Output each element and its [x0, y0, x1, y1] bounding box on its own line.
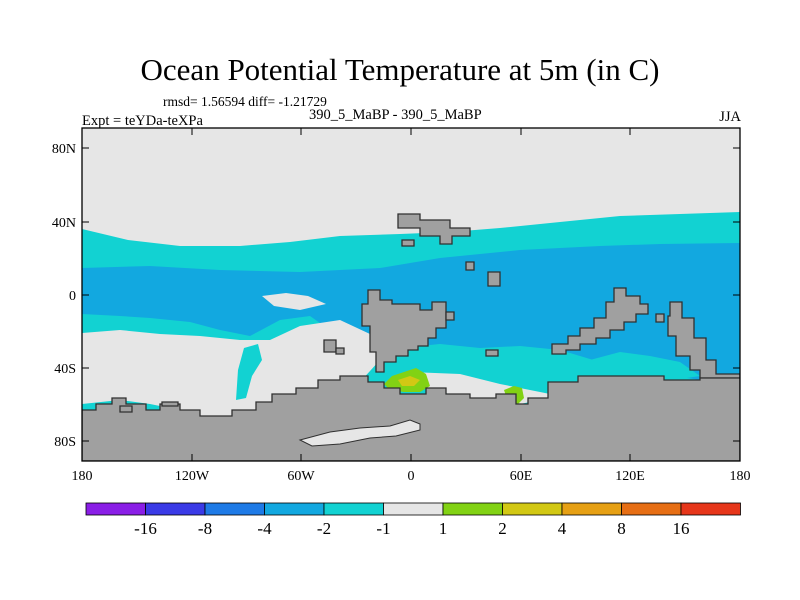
- colorbar: -16 -8 -4 -2 -1 1 2 4 8 16: [85, 502, 741, 538]
- colorbar-label-3: -4: [257, 519, 272, 538]
- land-masses: [82, 213, 740, 461]
- colorbar-label-9: 8: [617, 519, 626, 538]
- cases-label: 390_5_MaBP - 390_5_MaBP: [309, 107, 482, 123]
- cyan-patch-south-west: [236, 344, 262, 400]
- colorbar-label-2: -8: [198, 519, 212, 538]
- colorbar-box-1: [85, 502, 146, 516]
- lon-label-180-left: 180: [72, 469, 93, 484]
- land-small-9: [119, 405, 133, 413]
- colorbar-label-10: 16: [673, 519, 690, 538]
- colorbar-box-10: [621, 502, 682, 516]
- colorbar-box-6: [383, 502, 444, 516]
- land-small-4: [445, 311, 455, 321]
- lat-label-40n: 40N: [52, 216, 76, 231]
- land-small-2: [465, 261, 475, 271]
- land-mass-central: [361, 289, 447, 373]
- season-label: JJA: [719, 109, 741, 125]
- lon-label-120w: 120W: [175, 469, 210, 484]
- colorbar-box-11: [680, 502, 741, 516]
- colorbar-label-4: -2: [317, 519, 331, 538]
- colorbar-label-5: -1: [376, 519, 390, 538]
- lat-label-80s: 80S: [54, 435, 76, 450]
- land-small-8: [485, 349, 499, 357]
- colorbar-label-6: 1: [439, 519, 448, 538]
- colorbar-label-1: -16: [134, 519, 157, 538]
- land-mass-southern: [82, 375, 740, 461]
- lon-label-120e: 120E: [615, 469, 645, 484]
- land-small-7: [335, 347, 345, 355]
- lon-label-60w: 60W: [287, 469, 315, 484]
- lat-tick-marks: [82, 147, 740, 442]
- colorbar-box-3: [204, 502, 265, 516]
- land-small-3: [487, 271, 501, 287]
- map-field: [82, 128, 740, 461]
- yellow-anomaly-west: [398, 376, 420, 386]
- colorbar-box-9: [561, 502, 622, 516]
- lon-label-0: 0: [408, 469, 415, 484]
- land-mass-australia-like: [667, 301, 740, 379]
- colorbar-box-5: [323, 502, 384, 516]
- colorbar-box-8: [502, 502, 563, 516]
- lon-label-60e: 60E: [510, 469, 533, 484]
- land-mass-north: [397, 213, 471, 245]
- experiment-label: Expt = teYDa-teXPa: [82, 113, 203, 129]
- colorbar-label-7: 2: [498, 519, 507, 538]
- cyan-patch-south-mid: [400, 348, 700, 384]
- land-small-6: [323, 339, 337, 353]
- lat-label-80n: 80N: [52, 142, 76, 157]
- colorbar-label-8: 4: [558, 519, 567, 538]
- land-mass-east: [551, 287, 649, 355]
- colorbar-box-7: [442, 502, 503, 516]
- colorbar-box-4: [264, 502, 325, 516]
- lat-label-0: 0: [69, 289, 76, 304]
- southern-ice-shelf: [298, 419, 421, 447]
- lon-tick-marks: [81, 128, 741, 461]
- land-small-5: [655, 313, 665, 323]
- stats-text: rmsd= 1.56594 diff= -1.21729: [163, 94, 327, 109]
- lat-label-40s: 40S: [54, 362, 76, 377]
- land-small-1: [401, 239, 415, 247]
- lon-label-180-right: 180: [730, 469, 751, 484]
- land-small-10: [161, 401, 179, 407]
- colorbar-box-2: [145, 502, 206, 516]
- map-title: Ocean Potential Temperature at 5m (in C): [140, 52, 660, 87]
- light-patch: [262, 293, 326, 310]
